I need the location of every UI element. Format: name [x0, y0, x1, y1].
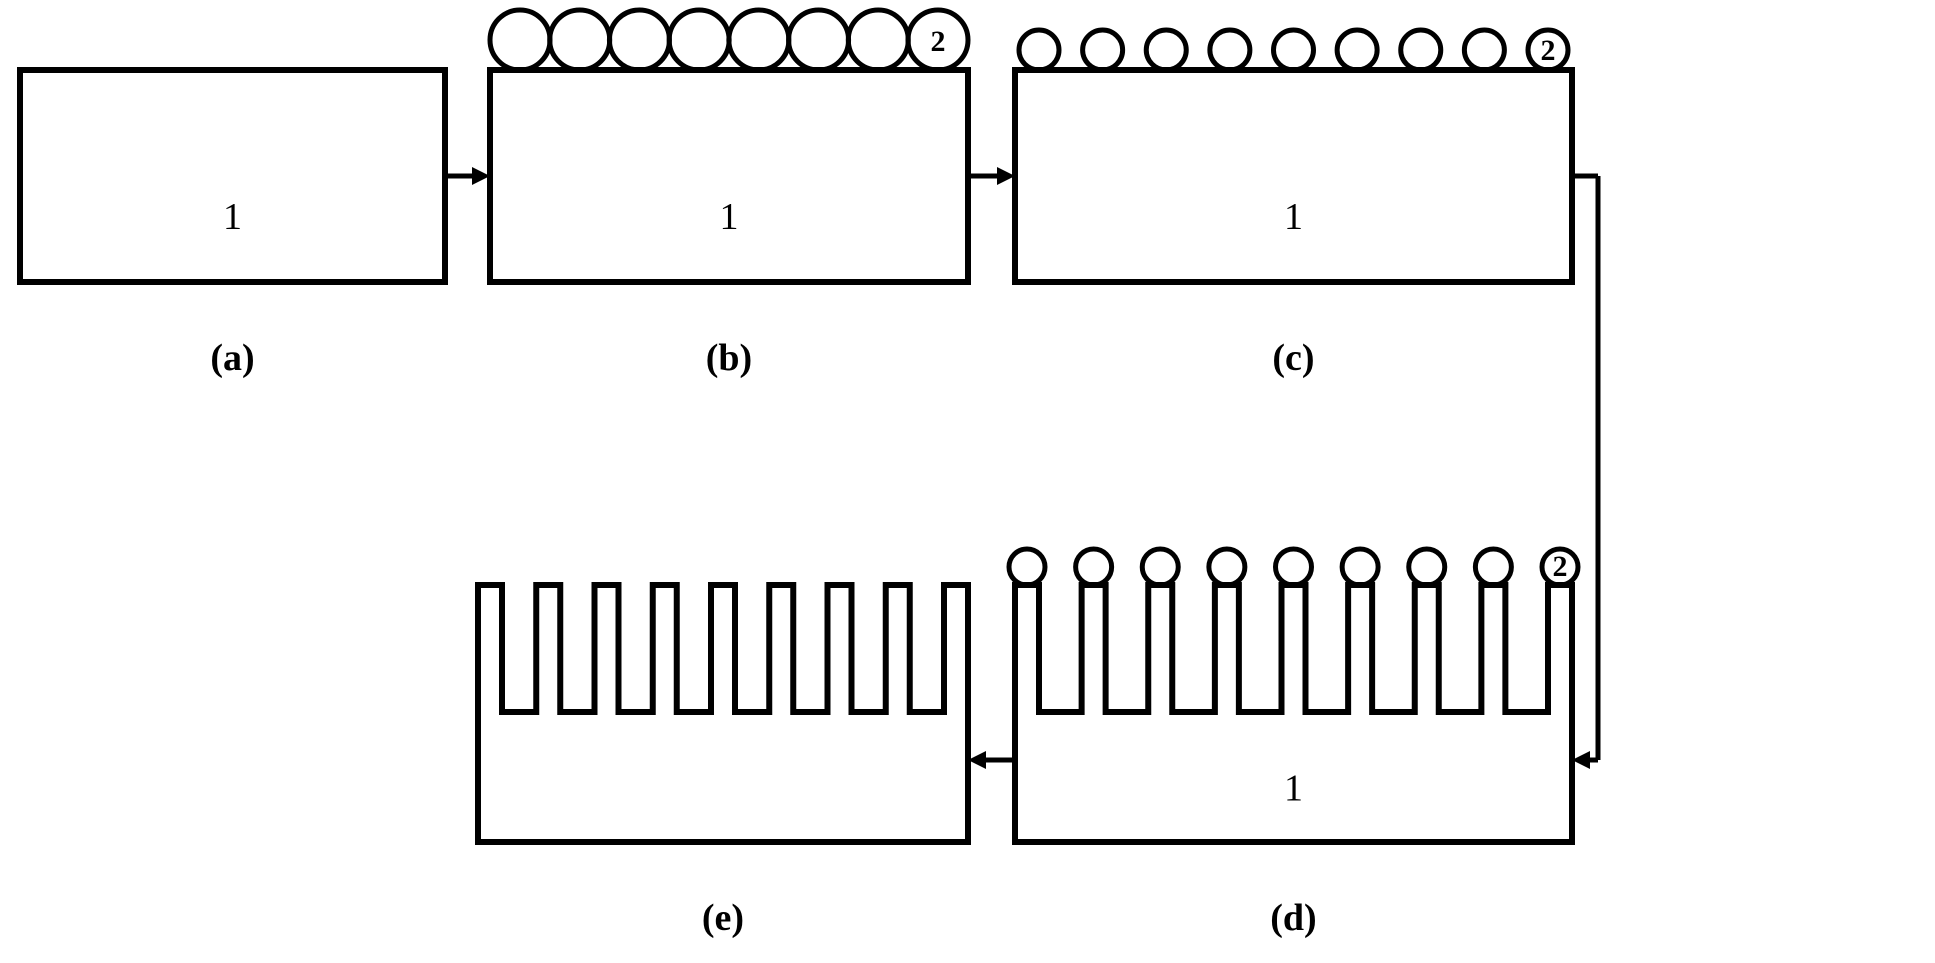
arrow-a-to-b — [445, 167, 490, 185]
arrow-c-to-d — [1572, 176, 1598, 769]
process-diagram: 1 (a) 2 1 (b) 2 1 (c) 2 1 (d) (e) — [0, 0, 1935, 963]
arrow-d-to-e — [968, 751, 1015, 769]
panel-a: 1 (a) — [20, 70, 445, 379]
panel-c-label-1: 1 — [1284, 196, 1303, 238]
panel-b-label-1: 1 — [720, 196, 739, 238]
panel-e: (e) — [478, 585, 968, 939]
panel-d-caption: (d) — [1270, 897, 1316, 939]
panel-d-label-2: 2 — [1553, 550, 1568, 583]
panel-c-caption: (c) — [1272, 337, 1314, 379]
panel-a-caption: (a) — [210, 337, 254, 379]
panel-b-label-2: 2 — [931, 25, 946, 58]
panel-d: 2 1 (d) — [1009, 549, 1578, 939]
panel-d-label-1: 1 — [1284, 767, 1303, 809]
panel-b-caption: (b) — [706, 337, 752, 379]
panel-c-label-2: 2 — [1541, 34, 1556, 67]
panel-b: 2 1 (b) — [490, 10, 968, 379]
panel-e-caption: (e) — [702, 897, 744, 939]
panel-a-label-1: 1 — [223, 196, 242, 238]
panel-c: 2 1 (c) — [1015, 30, 1572, 379]
arrow-b-to-c — [968, 167, 1015, 185]
